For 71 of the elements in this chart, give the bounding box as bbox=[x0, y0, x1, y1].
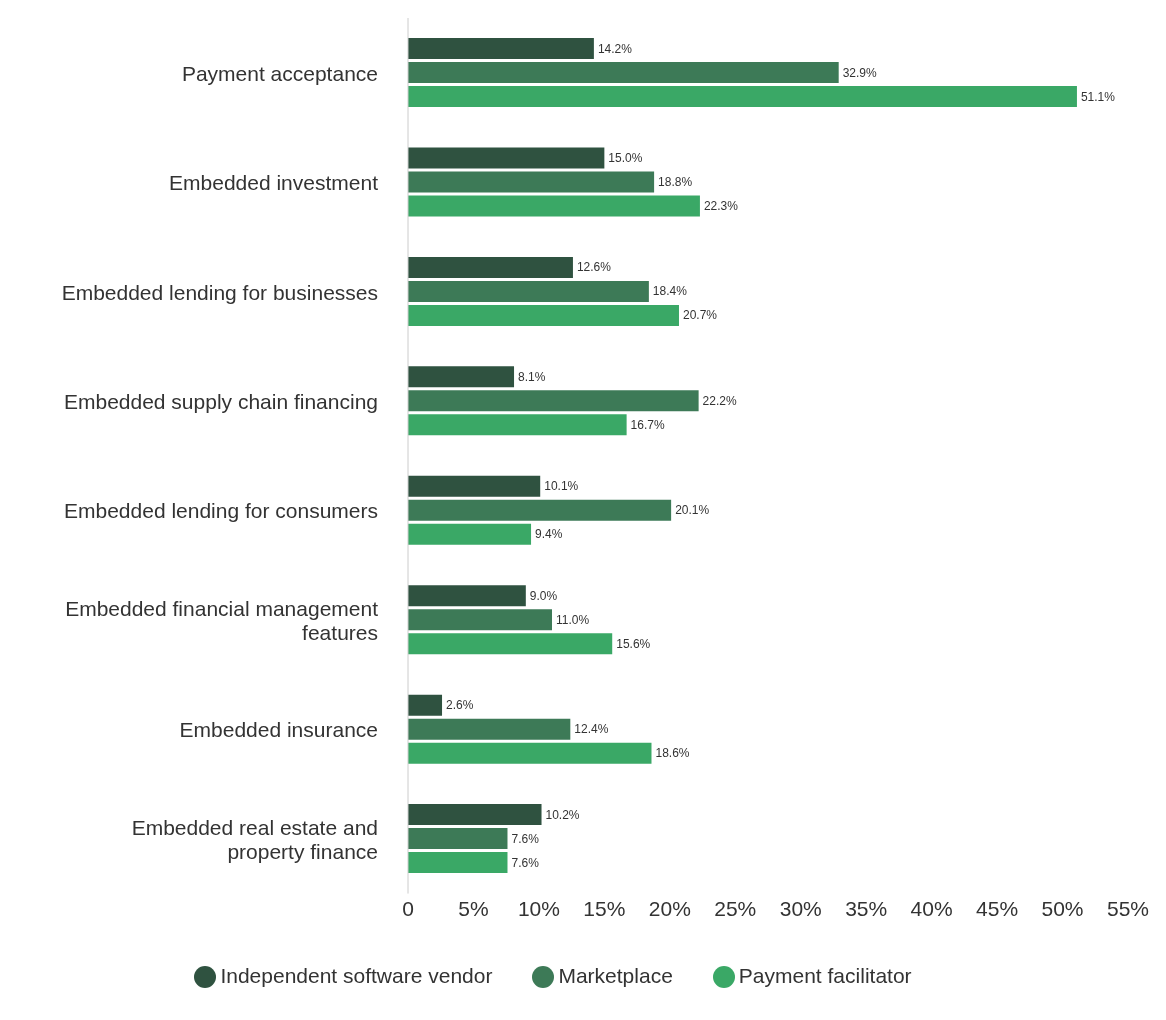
data-label: 15.6% bbox=[616, 636, 651, 651]
data-label: 10.2% bbox=[545, 807, 580, 822]
bar bbox=[408, 499, 672, 521]
data-label: 8.1% bbox=[518, 369, 546, 384]
data-label: 20.7% bbox=[682, 308, 718, 323]
data-label: 18.8% bbox=[658, 174, 693, 189]
bar bbox=[408, 147, 605, 169]
x-tick-label: 55% bbox=[1106, 897, 1150, 921]
bar bbox=[408, 390, 699, 412]
data-label: 16.7% bbox=[630, 417, 665, 432]
bar bbox=[408, 804, 542, 826]
legend-label: Payment facilitator bbox=[738, 963, 912, 987]
y-tick-label: Embedded lending for businesses bbox=[61, 280, 378, 304]
x-tick-label: 35% bbox=[845, 897, 888, 921]
x-tick-label: 5% bbox=[458, 897, 489, 921]
data-label: 12.4% bbox=[574, 722, 609, 737]
x-tick-label: 45% bbox=[976, 897, 1019, 921]
bar bbox=[408, 280, 649, 302]
data-label: 7.6% bbox=[511, 855, 540, 870]
bar bbox=[408, 366, 515, 388]
bar bbox=[408, 414, 627, 436]
bar bbox=[408, 742, 652, 764]
y-tick-label: Payment acceptance bbox=[181, 61, 378, 85]
bar bbox=[408, 86, 1077, 107]
data-label: 11.0% bbox=[556, 612, 590, 627]
bar bbox=[408, 256, 573, 278]
x-tick-label: 20% bbox=[648, 897, 691, 921]
y-tick-label: Embedded supply chain financing bbox=[63, 389, 378, 413]
bar bbox=[408, 718, 571, 740]
bar bbox=[408, 852, 508, 874]
bar bbox=[408, 633, 613, 655]
data-label: 20.1% bbox=[675, 503, 710, 518]
x-tick-label: 30% bbox=[779, 897, 822, 921]
data-label: 51.1% bbox=[1080, 89, 1116, 104]
x-tick-label: 15% bbox=[583, 897, 626, 921]
bar bbox=[408, 585, 526, 607]
data-label: 9.0% bbox=[529, 588, 558, 603]
bar bbox=[408, 38, 594, 59]
data-label: 18.6% bbox=[655, 746, 690, 761]
x-tick-label: 25% bbox=[714, 897, 757, 921]
x-tick-label: 0 bbox=[402, 897, 414, 921]
y-tick-label: Embedded insurance bbox=[179, 717, 378, 741]
legend-label: Independent software vendor bbox=[220, 963, 493, 987]
bar bbox=[408, 195, 700, 217]
data-label: 7.6% bbox=[511, 831, 540, 846]
data-label: 22.2% bbox=[702, 393, 737, 408]
data-label: 9.4% bbox=[535, 527, 563, 542]
bar bbox=[408, 523, 532, 545]
bar bbox=[408, 171, 655, 193]
y-tick-label: Embedded investment bbox=[169, 170, 379, 194]
data-label: 32.9% bbox=[842, 65, 878, 80]
bar bbox=[408, 62, 839, 83]
data-label: 12.6% bbox=[576, 260, 612, 275]
data-label: 2.6% bbox=[446, 698, 474, 713]
bar bbox=[408, 475, 541, 497]
bar bbox=[408, 609, 552, 631]
data-label: 15.0% bbox=[608, 150, 643, 165]
x-tick-label: 50% bbox=[1041, 897, 1084, 921]
y-tick-label: Embedded real estate and property finance bbox=[131, 815, 378, 863]
data-label: 10.1% bbox=[544, 479, 579, 494]
y-tick-label: Embedded lending for consumers bbox=[63, 499, 378, 522]
data-label: 22.3% bbox=[703, 198, 739, 213]
bar bbox=[408, 304, 679, 326]
y-tick-label: Embedded financial management features bbox=[65, 596, 379, 644]
bar bbox=[408, 828, 508, 850]
x-tick-label: 40% bbox=[910, 897, 953, 921]
x-tick-label: 10% bbox=[517, 897, 560, 921]
bar bbox=[408, 694, 443, 716]
legend-label: Marketplace bbox=[558, 963, 673, 987]
data-label: 18.4% bbox=[652, 284, 688, 299]
data-label: 14.2% bbox=[597, 41, 633, 56]
